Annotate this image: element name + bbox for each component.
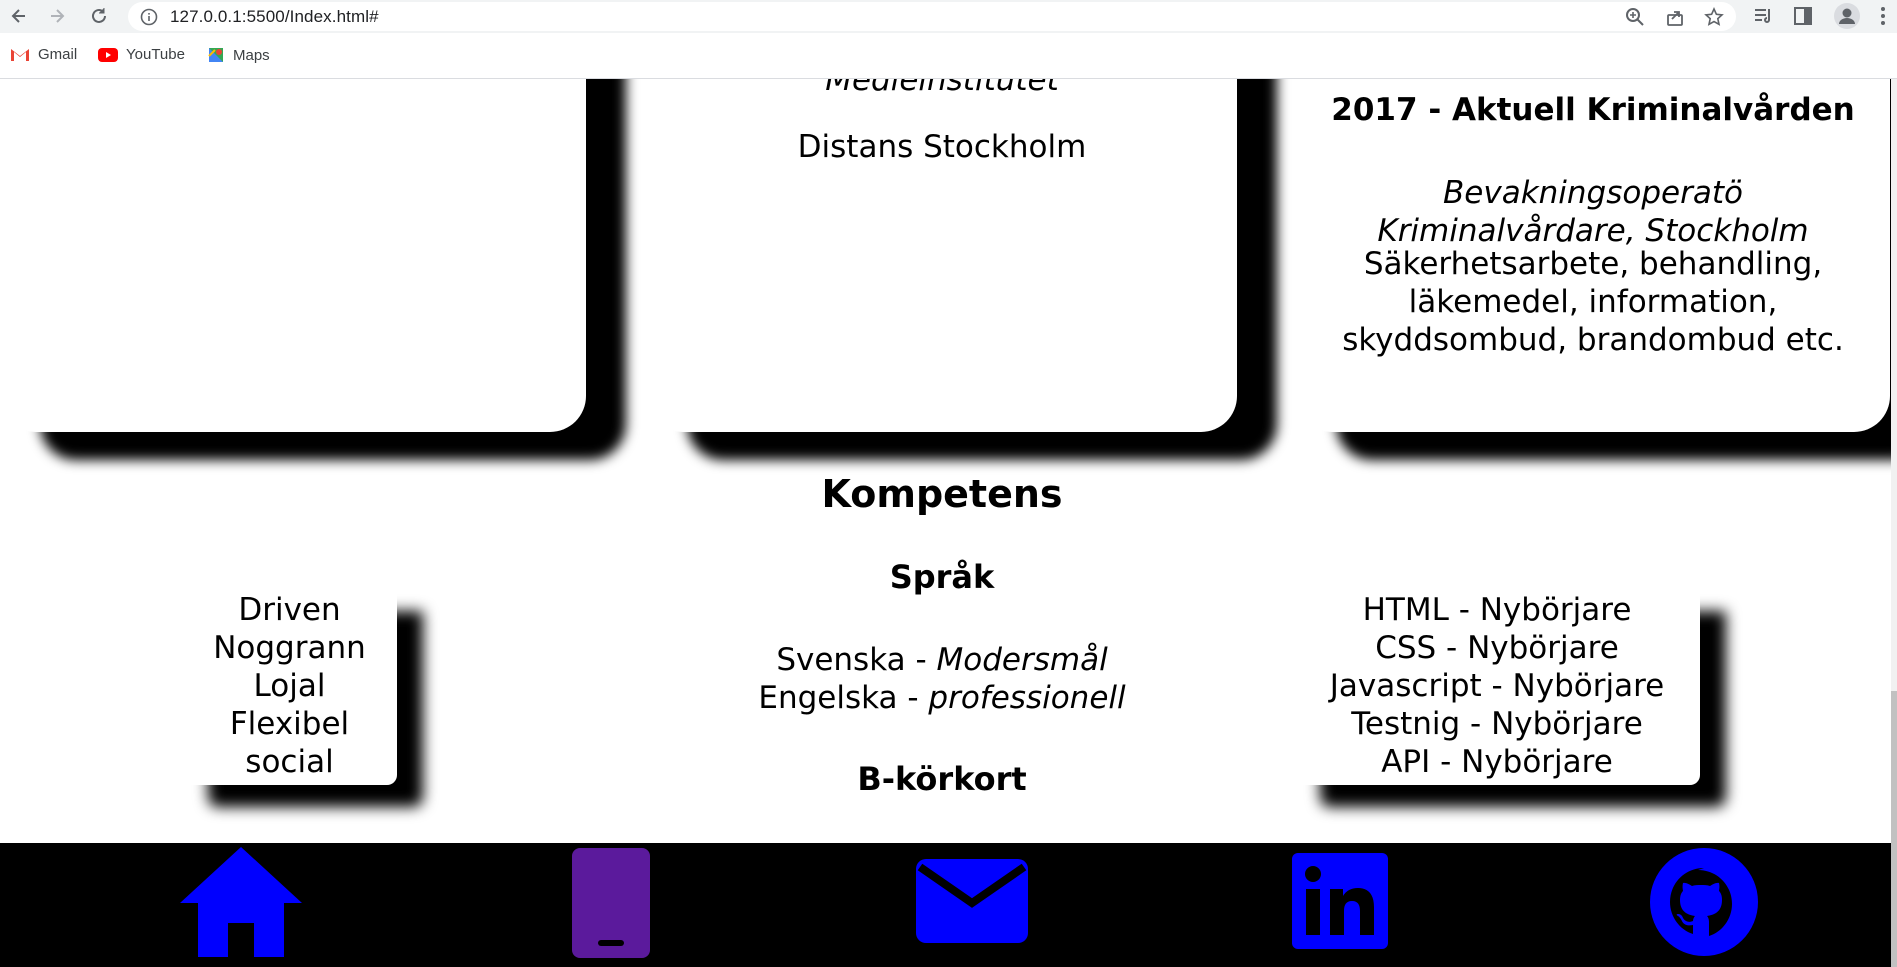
forward-button[interactable] (44, 3, 70, 29)
work-card: 2017 - Aktuell Kriminalvården Bevaknings… (1296, 79, 1890, 432)
education-card: Medieinstitutet Distans Stockholm (647, 79, 1237, 432)
school-location: Distans Stockholm (797, 129, 1087, 165)
bookmark-label: Maps (233, 46, 270, 64)
work-role: Bevakningsoperatö Kriminalvårdare, Stock… (1296, 174, 1890, 250)
work-role-line: Kriminalvårdare, Stockholm (1377, 213, 1809, 249)
skill-item: API - Nybörjare (1381, 744, 1613, 780)
trait-item: Noggrann (213, 630, 366, 666)
trait-item: social (245, 744, 334, 780)
info-icon[interactable] (140, 8, 158, 26)
bookmark-maps[interactable]: Maps (207, 46, 270, 64)
bookmark-gmail[interactable]: Gmail (10, 46, 77, 63)
skill-item: CSS - Nybörjare (1375, 630, 1619, 666)
browser-toolbar: 127.0.0.1:5500/Index.html# (0, 0, 1897, 33)
bookmark-label: Gmail (38, 46, 78, 63)
more-menu-icon[interactable] (1872, 5, 1894, 27)
youtube-icon (98, 47, 118, 62)
language-item: Engelska - professionell (758, 680, 1126, 716)
footer-nav (0, 843, 1897, 967)
home-link[interactable] (178, 845, 304, 961)
gmail-icon (11, 48, 29, 61)
work-desc-line: skyddsombud, brandombud etc. (1342, 322, 1844, 358)
url-text[interactable]: 127.0.0.1:5500/Index.html# (170, 7, 379, 26)
bookmark-label: YouTube (126, 46, 185, 63)
maps-icon (208, 48, 223, 62)
linkedin-icon (1292, 853, 1388, 949)
bookmark-youtube[interactable]: YouTube (98, 46, 185, 63)
share-icon[interactable] (1665, 7, 1685, 27)
reading-list-icon[interactable] (1752, 5, 1774, 27)
language-item: Svenska - Modersmål (776, 642, 1108, 678)
skill-item: HTML - Nybörjare (1362, 592, 1632, 628)
school-name: Medieinstitutet (825, 79, 1059, 98)
mail-link[interactable] (916, 859, 1028, 947)
side-panel-icon[interactable] (1792, 5, 1814, 27)
address-bar[interactable]: 127.0.0.1:5500/Index.html# (128, 2, 1736, 31)
arrow-left-icon (11, 9, 25, 23)
back-button[interactable] (6, 3, 32, 29)
bookmarks-bar: Gmail YouTube Maps (0, 33, 1897, 79)
github-icon (1650, 848, 1758, 956)
page-viewport: Medieinstitutet Distans Stockholm 2017 -… (0, 79, 1897, 967)
phone-link[interactable] (572, 848, 650, 964)
github-link[interactable] (1650, 848, 1758, 964)
language-heading: Språk (889, 558, 995, 596)
mail-icon (916, 859, 1028, 943)
arrow-right-icon (51, 9, 65, 23)
reload-icon (92, 8, 106, 23)
star-icon[interactable] (1704, 7, 1724, 27)
license-heading: B-körkort (857, 760, 1027, 798)
phone-icon (572, 848, 650, 958)
work-description: Säkerhetsarbete, behandling, läkemedel, … (1296, 245, 1890, 359)
competence-heading: Kompetens (821, 472, 1063, 516)
reload-button[interactable] (86, 3, 112, 29)
language-list: Svenska - Modersmål Engelska - professio… (640, 641, 1244, 717)
zoom-icon[interactable] (1625, 7, 1645, 27)
scrollbar-track[interactable] (1891, 79, 1897, 967)
scrollbar-thumb[interactable] (1891, 691, 1897, 967)
linkedin-link[interactable] (1292, 853, 1388, 953)
trait-item: Driven (238, 592, 341, 628)
work-desc-line: Säkerhetsarbete, behandling, (1363, 246, 1823, 282)
profile-card (0, 79, 586, 432)
work-role-line: Bevakningsoperatö (1443, 175, 1743, 211)
home-icon (180, 847, 302, 957)
work-desc-line: läkemedel, information, (1408, 284, 1778, 320)
trait-item: Flexibel (229, 706, 350, 742)
traits-card: Driven Noggrann Lojal Flexibel social (182, 589, 397, 785)
profile-avatar-icon[interactable] (1833, 2, 1861, 30)
skills-card: HTML - Nybörjare CSS - Nybörjare Javascr… (1294, 589, 1700, 785)
skill-item: Testnig - Nybörjare (1351, 706, 1643, 742)
work-heading: 2017 - Aktuell Kriminalvården (1331, 92, 1855, 128)
skill-item: Javascript - Nybörjare (1329, 668, 1665, 704)
trait-item: Lojal (253, 668, 326, 704)
